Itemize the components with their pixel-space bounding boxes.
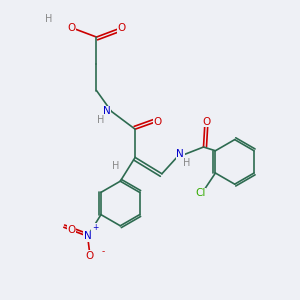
Text: H: H: [112, 161, 119, 171]
Text: +: +: [92, 224, 98, 232]
Text: O: O: [153, 117, 162, 127]
Text: O: O: [67, 23, 75, 33]
Text: O: O: [85, 250, 93, 260]
Text: N: N: [103, 106, 111, 116]
Text: H: H: [97, 115, 105, 125]
Text: H: H: [45, 14, 52, 24]
Text: O: O: [202, 117, 211, 127]
Text: Cl: Cl: [195, 188, 206, 198]
Text: O: O: [67, 225, 75, 235]
Text: N: N: [84, 231, 92, 241]
Text: N: N: [176, 149, 184, 160]
Text: O: O: [118, 23, 126, 33]
Text: -: -: [101, 247, 105, 256]
Text: H: H: [183, 158, 190, 168]
